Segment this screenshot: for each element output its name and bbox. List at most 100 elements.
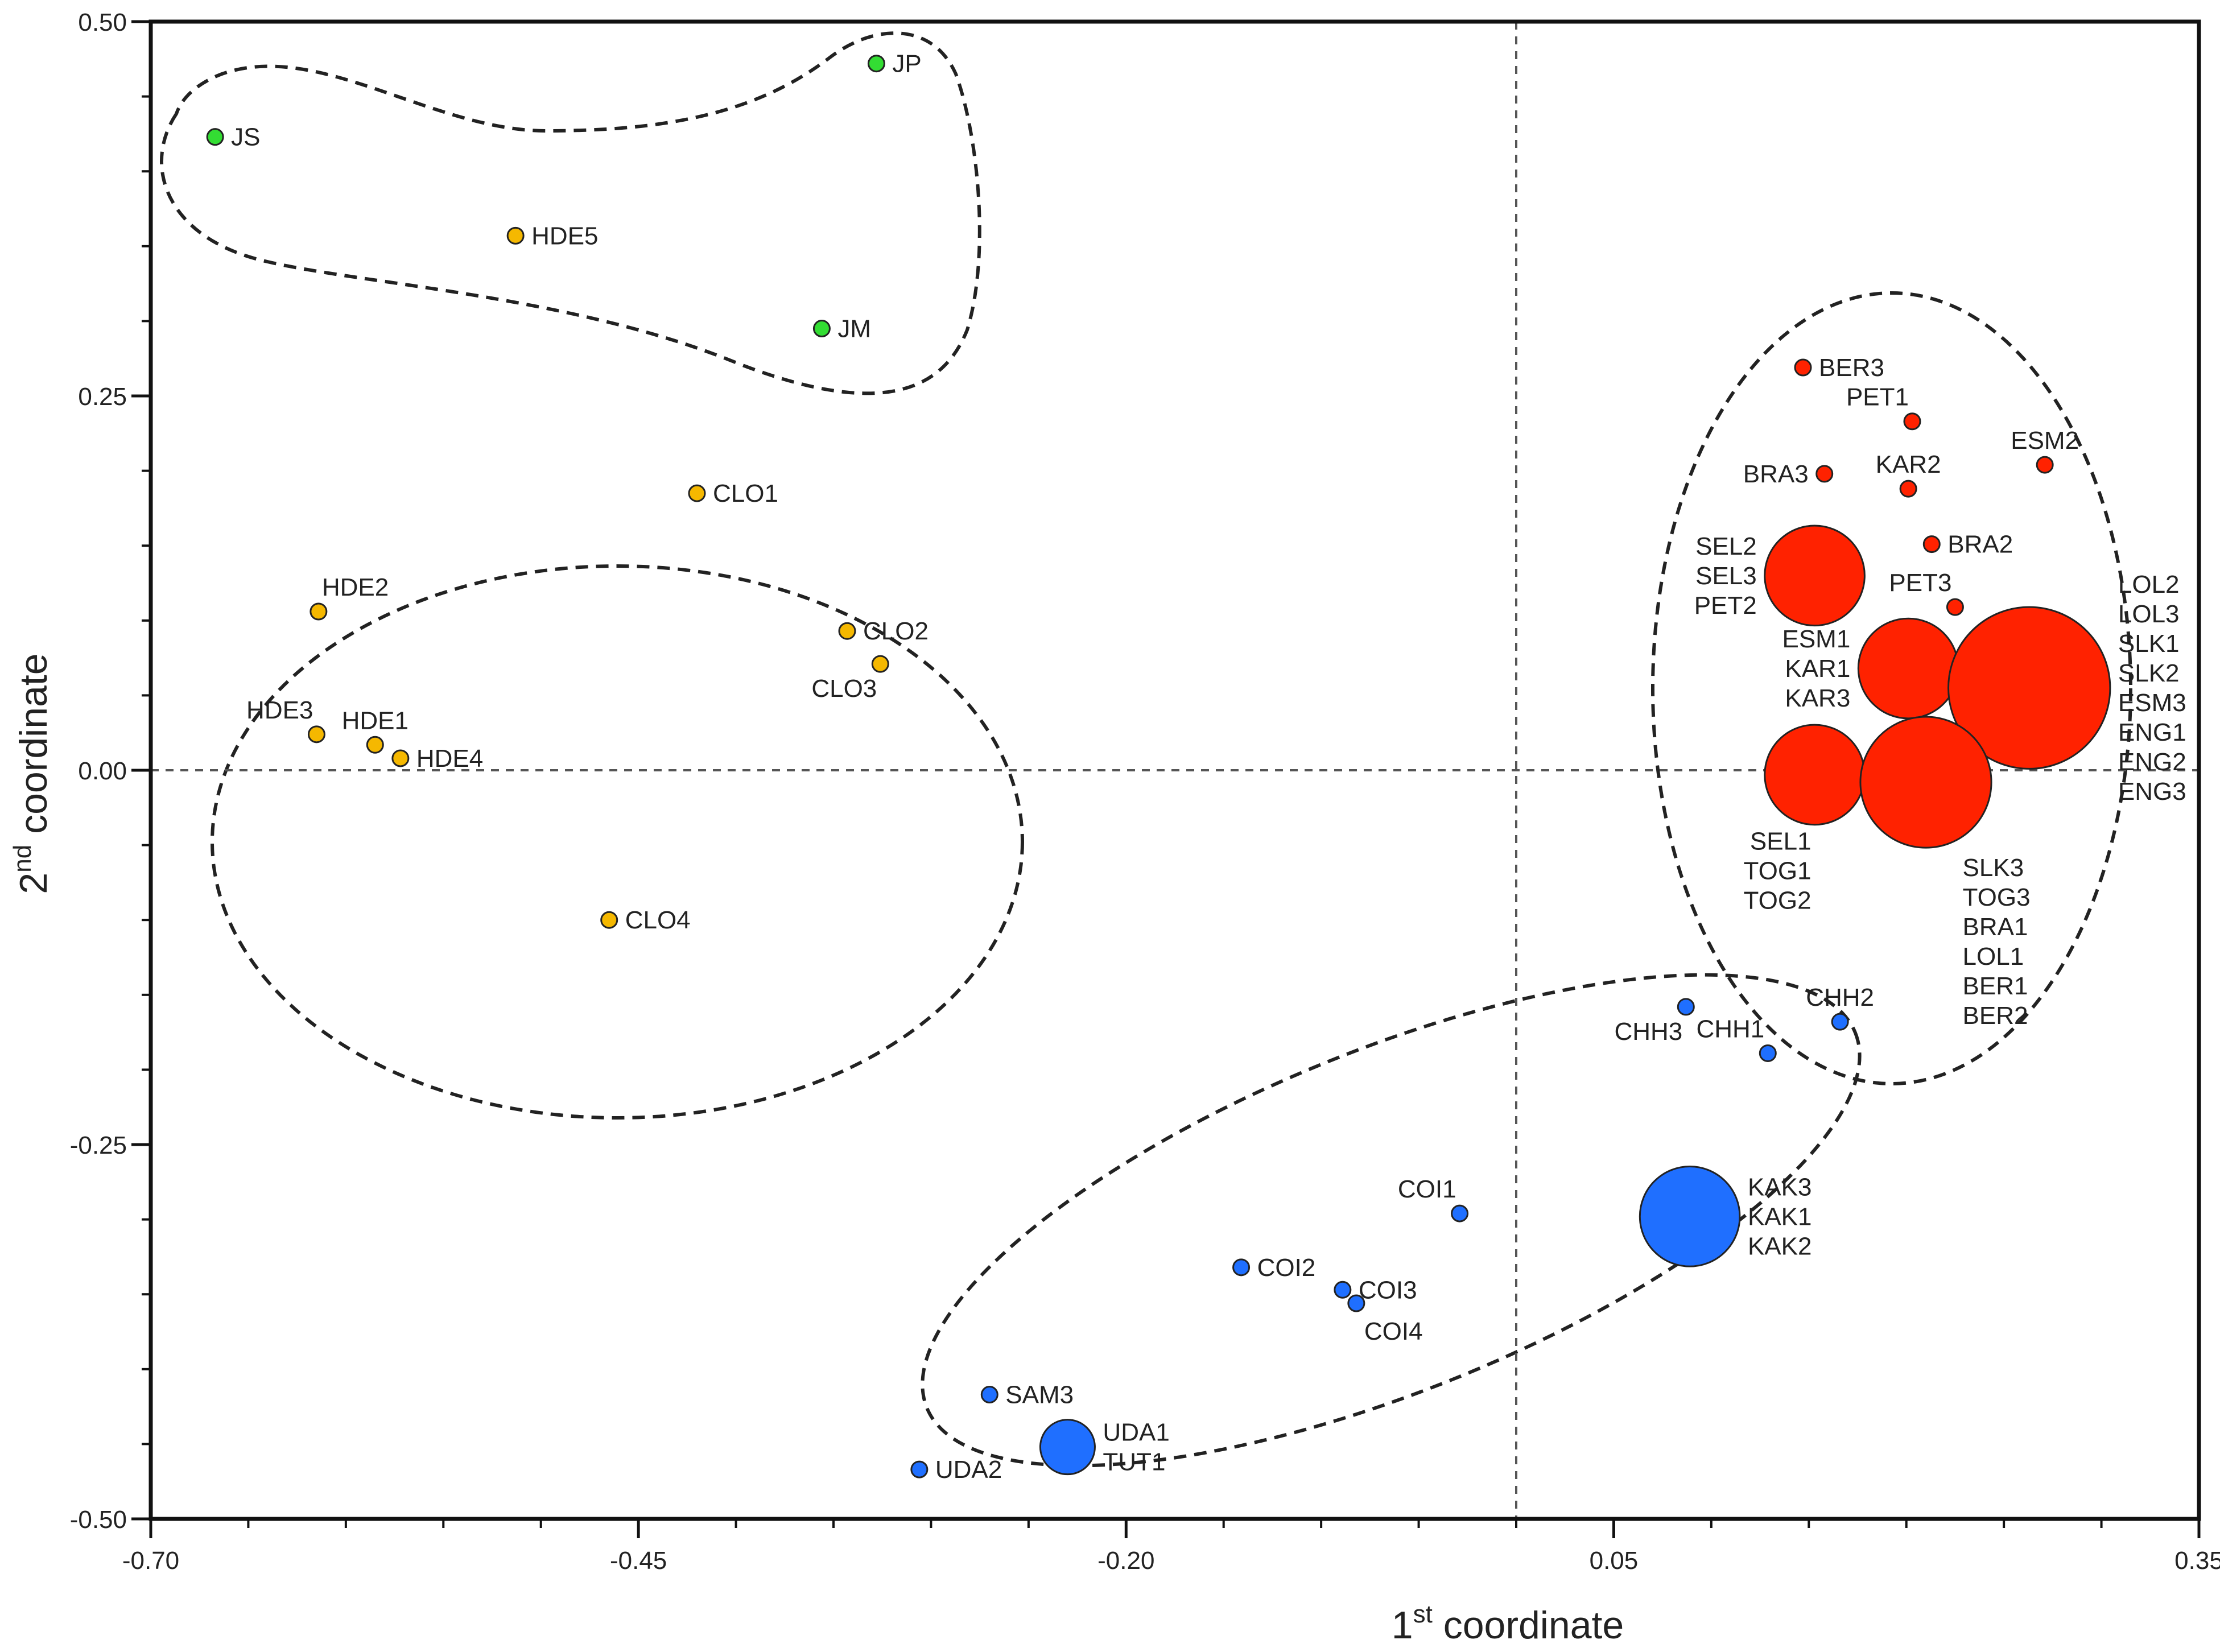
point-esm2	[2036, 456, 2054, 474]
point-label-uda1: UDA1	[1103, 1419, 1169, 1447]
point-label-lol2: LOL2	[2118, 571, 2180, 598]
point-label-kak2: KAK2	[1748, 1232, 1812, 1260]
point-sel2	[1764, 524, 1866, 627]
point-jp	[867, 55, 885, 73]
point-pet3	[1946, 598, 1964, 616]
point-sel1	[1764, 724, 1866, 826]
point-label-hde2: HDE2	[322, 573, 389, 601]
point-uda1	[1039, 1419, 1096, 1476]
point-label-lol3: LOL3	[2118, 600, 2180, 628]
point-label-sel1: SEL1	[1750, 828, 1812, 856]
y-tick-label: -0.50	[70, 1506, 127, 1534]
point-label-slk2: SLK2	[2118, 659, 2180, 687]
point-hde3	[307, 725, 325, 744]
y-tick-label: 0.25	[78, 383, 127, 411]
point-clo3	[871, 655, 889, 673]
point-label-sel2: SEL2	[1695, 532, 1757, 560]
y-axis-title: 2nd coordinate	[9, 653, 55, 894]
y-tick-label: 0.00	[78, 757, 127, 785]
x-axis-title-base: 1	[1392, 1604, 1413, 1647]
x-axis-title-rest: coordinate	[1433, 1604, 1624, 1647]
point-label-chh2: CHH2	[1806, 984, 1874, 1011]
point-label-sam3: SAM3	[1005, 1381, 1074, 1409]
y-axis-ticks: 0.50 0.25 0.00 -0.25 -0.50	[70, 9, 151, 1534]
point-lol2	[1947, 606, 2111, 770]
point-label-coi3: COI3	[1359, 1276, 1417, 1304]
point-kar2	[1899, 480, 1917, 498]
point-label-pet1: PET1	[1846, 383, 1909, 411]
point-label-jp: JP	[892, 50, 921, 78]
point-label-tut1: TUT1	[1103, 1448, 1165, 1476]
cluster-outline-yellow	[211, 564, 1024, 1120]
point-clo1	[688, 484, 706, 502]
point-label-coi4: COI4	[1364, 1318, 1423, 1345]
point-label-kar1: KAR1	[1785, 655, 1850, 683]
point-coi4	[1347, 1294, 1365, 1312]
point-label-ber3: BER3	[1819, 354, 1884, 382]
point-js	[206, 128, 224, 146]
point-label-tog3: TOG3	[1963, 883, 2031, 911]
point-label-kar2: KAR2	[1876, 451, 1941, 478]
point-label-kak1: KAK1	[1748, 1203, 1812, 1230]
point-label-lol1: LOL1	[1963, 943, 2024, 970]
point-coi3	[1334, 1281, 1352, 1299]
point-label-chh3: CHH3	[1614, 1018, 1682, 1046]
point-label-coi2: COI2	[1257, 1254, 1316, 1282]
point-hde5	[506, 226, 525, 245]
cluster-outlines	[159, 31, 2132, 1468]
cluster-outline-blue	[921, 973, 1862, 1468]
point-label-jm: JM	[837, 315, 871, 343]
point-slk3	[1859, 716, 1992, 849]
x-tick-label: -0.70	[122, 1547, 179, 1575]
point-pet1	[1903, 412, 1921, 431]
point-bra3	[1815, 465, 1834, 483]
point-bra2	[1922, 535, 1941, 554]
point-chh1	[1759, 1044, 1777, 1062]
cluster-outline-red	[1651, 291, 2132, 1085]
point-label-hde3: HDE3	[246, 696, 313, 724]
x-axis-title-sup: st	[1413, 1600, 1433, 1628]
point-label-kak3: KAK3	[1748, 1173, 1812, 1201]
x-tick-label: 0.05	[1590, 1547, 1639, 1575]
point-label-eng2: ENG2	[2118, 748, 2186, 776]
point-label-clo4: CLO4	[625, 906, 691, 934]
point-label-tog1: TOG1	[1744, 857, 1812, 885]
cluster-outline-green	[159, 31, 981, 395]
point-label-clo3: CLO3	[811, 675, 877, 703]
point-label-esm3: ESM3	[2118, 689, 2186, 717]
point-hde1	[366, 736, 384, 754]
point-label-eng3: ENG3	[2118, 778, 2186, 806]
point-chh3	[1677, 998, 1695, 1016]
point-label-eng1: ENG1	[2118, 718, 2186, 746]
plot-frame	[148, 19, 2201, 1521]
point-label-slk1: SLK1	[2118, 630, 2180, 658]
point-label-esm1: ESM1	[1782, 625, 1850, 653]
y-tick-label: 0.50	[78, 9, 127, 36]
point-label-clo2: CLO2	[863, 617, 929, 645]
point-label-hde1: HDE1	[342, 707, 408, 734]
point-label-pet2: PET2	[1694, 592, 1757, 620]
point-label-tog2: TOG2	[1744, 887, 1812, 915]
scatter-points	[206, 55, 2111, 1478]
point-clo4	[600, 911, 618, 929]
point-esm1	[1857, 617, 1959, 720]
point-coi1	[1451, 1204, 1469, 1223]
point-label-ber1: BER1	[1963, 972, 2028, 1000]
point-clo2	[838, 622, 856, 640]
point-label-chh1: CHH1	[1696, 1015, 1764, 1043]
x-tick-label: 0.35	[2174, 1547, 2220, 1575]
point-labels: JS JP JM HDE5 CLO1 HDE2 CLO2 CLO3 HDE3 HDE1 HDE4 CL…	[231, 50, 2186, 1484]
point-coi2	[1232, 1258, 1251, 1277]
point-kak3	[1639, 1166, 1741, 1267]
point-label-clo1: CLO1	[713, 480, 778, 507]
point-uda2	[910, 1460, 929, 1478]
point-hde2	[310, 602, 328, 621]
point-hde4	[391, 749, 410, 767]
point-label-uda2: UDA2	[935, 1456, 1002, 1484]
point-label-js: JS	[231, 123, 260, 151]
point-label-esm2: ESM2	[2011, 427, 2079, 455]
point-label-hde4: HDE4	[416, 745, 483, 773]
point-sam3	[980, 1386, 998, 1404]
point-label-bra1: BRA1	[1963, 913, 2028, 941]
